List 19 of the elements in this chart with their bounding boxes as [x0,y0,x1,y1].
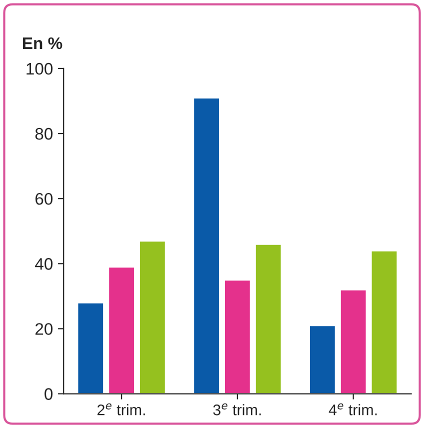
x-tick-label: 4$^{e}$ trim. [328,403,377,416]
bar [370,250,398,394]
y-tick-label: 100 [26,62,53,75]
bar [254,243,282,394]
y-tick-label: 80 [35,128,53,140]
bar [340,288,368,394]
bar [224,279,252,394]
y-tick-label: 60 [35,192,53,205]
y-tick-label: 20 [35,323,53,335]
y-tick-label: 40 [35,258,53,270]
bar [108,266,136,394]
x-tick-label: 3$^{e}$ trim. [213,403,261,416]
bar [308,324,336,394]
x-tick-label: 2$^{e}$ trim. [97,403,145,416]
y-tick-label: 0 [44,388,53,400]
bar [192,97,220,394]
y-axis-title: En % [22,37,62,50]
bar [138,240,166,394]
bar [76,302,104,394]
